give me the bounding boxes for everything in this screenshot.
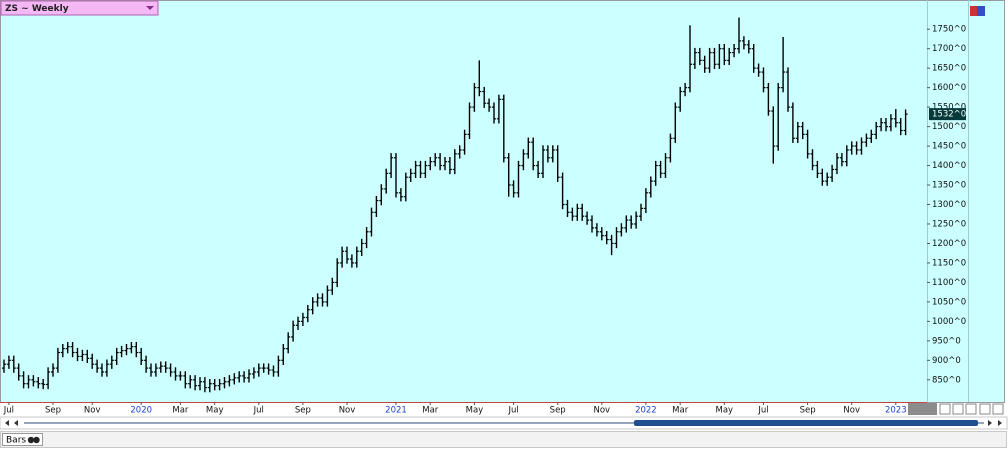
title-dropdown[interactable] bbox=[146, 6, 154, 10]
corner-block bbox=[908, 403, 937, 415]
x-tick-label: Jul bbox=[507, 406, 518, 416]
x-tick-label: Nov bbox=[843, 406, 860, 416]
scroll-right[interactable] bbox=[988, 420, 1002, 426]
axes: 850^0 900^0 950^0 1000^0 1050^0 1100^0 1150^0 1… bbox=[3, 25, 966, 416]
x-tick-label: Mar bbox=[672, 406, 689, 416]
x-tick-label: May bbox=[466, 406, 484, 416]
chart-title: ZS ~ Weekly bbox=[5, 4, 69, 14]
nav-button[interactable] bbox=[939, 403, 951, 415]
scroll-thumb[interactable] bbox=[634, 420, 978, 426]
last-price-label: 1532^0 bbox=[932, 110, 966, 120]
x-tick-label: Mar bbox=[172, 406, 189, 416]
x-tick-label: Sep bbox=[45, 406, 61, 416]
tab-toggle[interactable] bbox=[27, 436, 35, 444]
x-tick-label: 2021 bbox=[385, 406, 407, 416]
title-box[interactable] bbox=[0, 0, 159, 16]
y-tick-label: 1750^0 bbox=[932, 25, 966, 35]
y-tick-label: 1350^0 bbox=[932, 181, 966, 191]
bottom-bar bbox=[0, 431, 1007, 448]
y-tick-label: 1450^0 bbox=[932, 142, 966, 152]
nav-button[interactable] bbox=[992, 403, 1004, 415]
y-tick-label: 1050^0 bbox=[932, 297, 966, 307]
plot-bg bbox=[0, 0, 1005, 403]
x-tick-label: Sep bbox=[800, 406, 816, 416]
y-tick-label: 1100^0 bbox=[932, 278, 966, 288]
bars bbox=[2, 17, 908, 393]
x-tick-label: Jul bbox=[757, 406, 768, 416]
y-tick-label: 900^0 bbox=[932, 356, 961, 366]
x-tick-label: Sep bbox=[295, 406, 311, 416]
x-tick-label: Mar bbox=[422, 406, 439, 416]
x-tick-label: 2023 bbox=[885, 406, 907, 416]
nav-buttons bbox=[939, 403, 1004, 415]
y-tick-label: 1250^0 bbox=[932, 219, 966, 229]
tab-toggle[interactable] bbox=[33, 436, 40, 444]
y-tick-label: 1150^0 bbox=[932, 258, 966, 268]
y-tick-label: 850^0 bbox=[932, 375, 961, 385]
x-tick-label: Sep bbox=[550, 406, 566, 416]
y-tick-label: 1700^0 bbox=[932, 44, 966, 54]
y-tick-label: 1000^0 bbox=[932, 317, 966, 327]
x-tick-label: Jul bbox=[253, 406, 264, 416]
y-tick-label: 1600^0 bbox=[932, 83, 966, 93]
badge-red[interactable] bbox=[970, 6, 978, 16]
scroll-left[interactable] bbox=[5, 420, 18, 426]
x-tick-label: Nov bbox=[594, 406, 611, 416]
x-tick-label: Nov bbox=[84, 406, 101, 416]
y-tick-label: 950^0 bbox=[932, 336, 961, 346]
x-tick-label: May bbox=[716, 406, 734, 416]
y-tick-label: 1650^0 bbox=[932, 64, 966, 74]
last-price-box bbox=[929, 108, 966, 121]
y-tick-label: 1400^0 bbox=[932, 161, 966, 171]
nav-button[interactable] bbox=[979, 403, 991, 415]
x-tick-label: Nov bbox=[339, 406, 356, 416]
badge-blue[interactable] bbox=[977, 6, 985, 16]
y-tick-label: 1550^0 bbox=[932, 103, 966, 113]
y-tick-label: 1500^0 bbox=[932, 122, 966, 132]
y-tick-label: 1200^0 bbox=[932, 239, 966, 249]
x-tick-label: 2022 bbox=[635, 406, 657, 416]
nav-button[interactable] bbox=[952, 403, 964, 415]
y-tick-label: 1300^0 bbox=[932, 200, 966, 210]
x-tick-label: May bbox=[206, 406, 224, 416]
x-tick-label: Jul bbox=[3, 406, 14, 416]
bars-tab-label: Bars bbox=[6, 436, 26, 446]
x-tick-label: 2020 bbox=[130, 406, 152, 416]
nav-button[interactable] bbox=[965, 403, 977, 415]
